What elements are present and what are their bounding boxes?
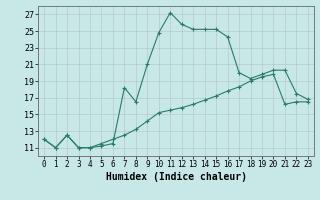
X-axis label: Humidex (Indice chaleur): Humidex (Indice chaleur) — [106, 172, 246, 182]
